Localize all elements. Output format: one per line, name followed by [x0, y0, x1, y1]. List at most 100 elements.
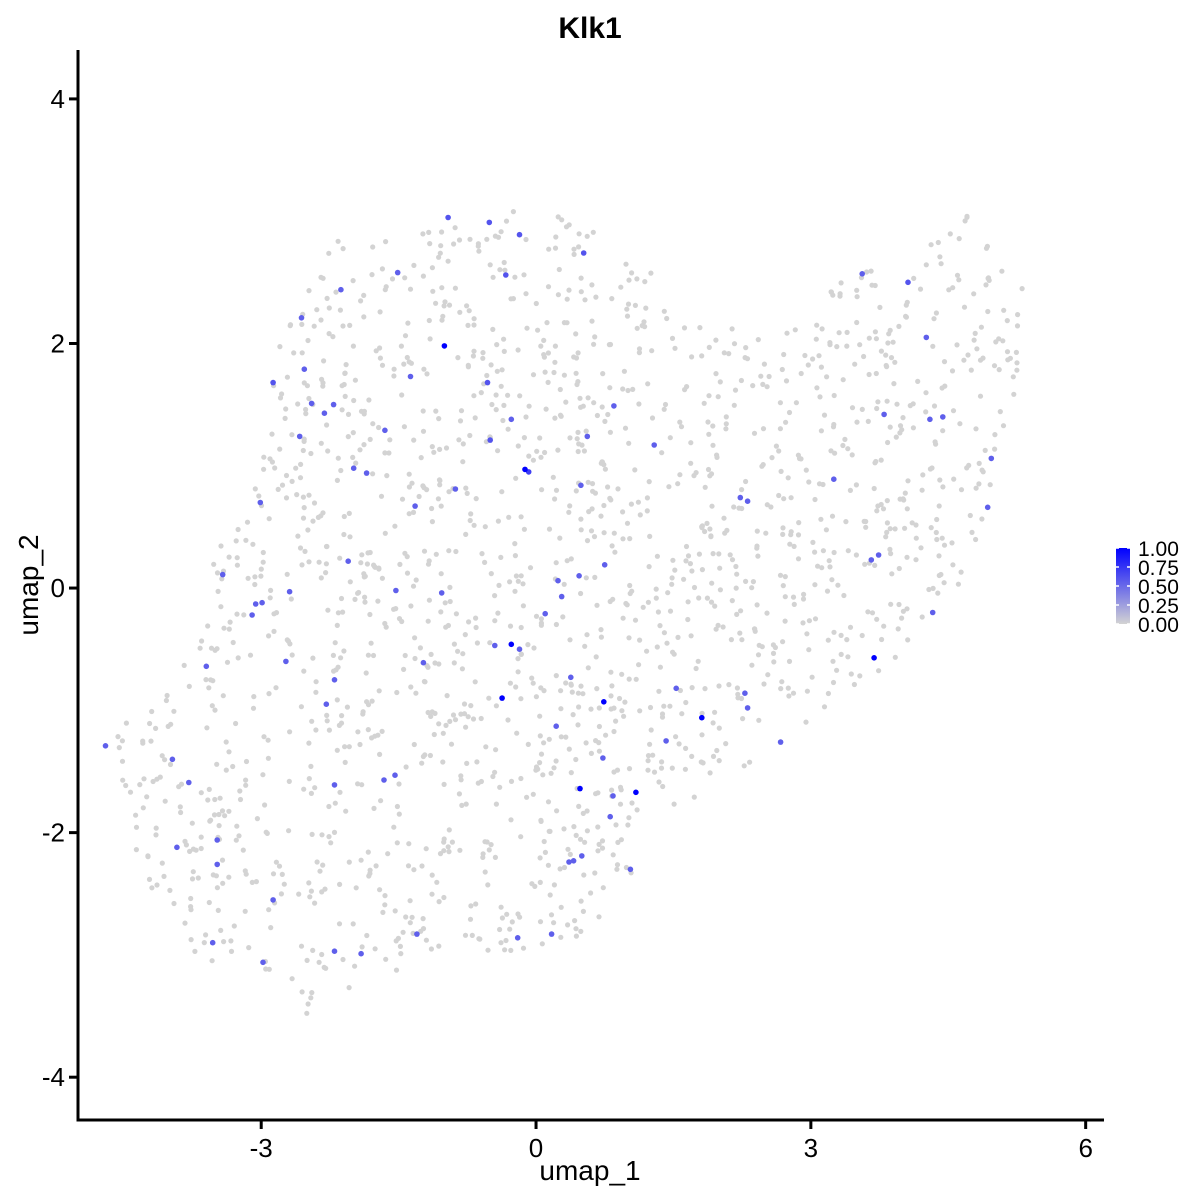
expressing-cell-point	[174, 844, 180, 851]
cell-point	[573, 370, 579, 376]
cell-point	[710, 720, 716, 726]
cell-point	[847, 487, 854, 493]
cell-point	[488, 362, 494, 368]
cell-point	[756, 717, 762, 723]
cell-point	[630, 386, 636, 392]
cell-point	[683, 699, 689, 706]
cell-point	[171, 900, 177, 907]
cell-point	[342, 393, 348, 399]
chart-title: Klk1	[558, 12, 621, 45]
cell-point	[273, 610, 280, 616]
cell-point	[159, 753, 165, 759]
cell-point	[451, 641, 457, 647]
cell-point	[471, 348, 477, 354]
cell-point	[492, 854, 498, 861]
cell-point	[705, 419, 711, 425]
cell-point	[659, 450, 665, 456]
cell-point	[754, 602, 760, 608]
cell-point	[716, 758, 722, 764]
expressing-cell-point	[508, 416, 515, 423]
cell-point	[625, 822, 631, 828]
expressing-cell-point	[331, 782, 338, 788]
cell-point	[726, 682, 732, 688]
cell-point	[393, 967, 400, 973]
cell-point	[518, 573, 524, 579]
cell-point	[198, 845, 204, 852]
expressing-cell-point	[441, 343, 448, 349]
cell-point	[602, 418, 608, 424]
cell-point	[188, 907, 194, 913]
expressing-cell-point	[345, 558, 352, 564]
cell-point	[459, 666, 465, 672]
cell-point	[273, 859, 279, 865]
cell-point	[445, 258, 451, 264]
cell-point	[523, 291, 529, 297]
cell-point	[1000, 423, 1007, 429]
cell-point	[829, 577, 835, 583]
cell-point	[987, 482, 993, 488]
cell-point	[507, 926, 513, 932]
cell-point	[218, 927, 224, 934]
cell-point	[332, 640, 338, 646]
cell-point	[584, 233, 590, 239]
cell-point	[178, 781, 185, 787]
cell-point	[751, 626, 758, 632]
cell-point	[669, 581, 675, 587]
cell-point	[555, 292, 562, 298]
cell-point	[845, 446, 851, 452]
cell-point	[935, 239, 941, 246]
expressing-cell-point	[522, 466, 528, 473]
expressing-cell-point	[514, 935, 521, 941]
cell-point	[854, 319, 860, 326]
cell-point	[781, 351, 787, 358]
cell-point	[340, 246, 346, 252]
cell-point	[164, 692, 170, 699]
cell-point	[585, 479, 591, 485]
cell-point	[580, 908, 587, 915]
cell-point	[492, 593, 498, 599]
y-tick-label: 4	[51, 84, 65, 114]
cell-point	[513, 684, 519, 690]
cell-point	[667, 435, 673, 441]
cell-point	[162, 757, 168, 763]
y-axis-label: umap_2	[13, 534, 44, 635]
cell-point	[350, 921, 356, 927]
cell-point	[760, 381, 766, 387]
cell-point	[792, 327, 798, 333]
cell-point	[634, 807, 640, 813]
cell-point	[360, 711, 366, 717]
cell-point	[626, 815, 632, 821]
cell-point	[571, 824, 577, 830]
cell-point	[645, 381, 651, 387]
cell-point	[754, 545, 760, 551]
cell-point	[189, 820, 195, 826]
cell-point	[768, 504, 774, 510]
cell-point	[739, 487, 745, 493]
cell-point	[144, 794, 150, 800]
cell-point	[786, 658, 793, 665]
cell-point	[878, 457, 884, 463]
cell-point	[584, 828, 591, 834]
cell-point	[972, 330, 978, 336]
cell-point	[830, 679, 837, 686]
cell-point	[542, 849, 549, 856]
cell-point	[533, 613, 540, 619]
cell-point	[298, 461, 304, 467]
cell-point	[508, 778, 515, 785]
expressing-cell-point	[923, 334, 930, 341]
cell-point	[782, 594, 788, 600]
cell-point	[819, 565, 825, 571]
cell-point	[853, 552, 860, 558]
cell-point	[588, 750, 595, 757]
cell-point	[288, 596, 294, 602]
cell-point	[714, 747, 720, 754]
cell-point	[653, 595, 659, 601]
cell-point	[695, 658, 701, 664]
cell-point	[805, 362, 811, 368]
cell-point	[512, 588, 518, 594]
cell-point	[732, 387, 739, 393]
cell-point	[234, 562, 240, 568]
cell-point	[872, 460, 878, 466]
cell-point	[890, 339, 896, 345]
cell-point	[482, 524, 488, 530]
